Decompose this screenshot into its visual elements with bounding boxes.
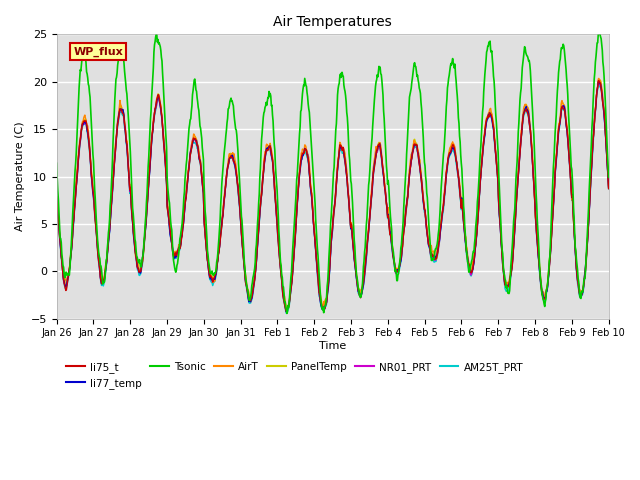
Line: li75_t: li75_t <box>57 81 609 312</box>
Tsonic <box>283 311 291 316</box>
AM25T_PRT <box>282 311 290 316</box>
li75_t <box>605 186 612 192</box>
Legend: li75_t, li77_temp, Tsonic, AirT, PanelTemp, NR01_PRT, AM25T_PRT: li75_t, li77_temp, Tsonic, AirT, PanelTe… <box>62 358 527 393</box>
PanelTemp <box>605 185 612 191</box>
Tsonic <box>53 160 61 166</box>
NR01_PRT <box>79 122 87 128</box>
li77_temp <box>586 190 594 196</box>
Tsonic <box>587 154 595 160</box>
NR01_PRT <box>595 79 602 85</box>
PanelTemp <box>282 307 290 312</box>
li75_t <box>53 194 61 200</box>
AirT <box>578 289 586 295</box>
li75_t <box>79 120 87 126</box>
Line: AirT: AirT <box>57 78 609 310</box>
PanelTemp <box>79 121 87 127</box>
Tsonic <box>579 288 586 294</box>
Line: NR01_PRT: NR01_PRT <box>57 82 609 311</box>
li77_temp <box>578 292 586 298</box>
PanelTemp <box>596 78 604 84</box>
li77_temp <box>605 185 612 191</box>
li75_t <box>156 95 163 100</box>
AirT <box>586 187 594 193</box>
Text: WP_flux: WP_flux <box>73 46 123 57</box>
NR01_PRT <box>379 164 387 169</box>
li77_temp <box>379 163 387 169</box>
AirT <box>79 118 87 124</box>
AirT <box>595 75 603 81</box>
PanelTemp <box>379 161 387 167</box>
AirT <box>156 94 163 100</box>
PanelTemp <box>578 290 586 296</box>
Tsonic <box>156 42 163 48</box>
AirT <box>605 184 612 190</box>
li75_t <box>586 189 594 194</box>
Title: Air Temperatures: Air Temperatures <box>273 15 392 29</box>
Tsonic <box>282 306 290 312</box>
Tsonic <box>152 32 160 37</box>
Tsonic <box>605 174 612 180</box>
NR01_PRT <box>282 308 290 314</box>
li75_t <box>595 78 603 84</box>
NR01_PRT <box>53 195 61 201</box>
li77_temp <box>156 96 163 102</box>
PanelTemp <box>282 303 289 309</box>
li77_temp <box>282 307 289 312</box>
li75_t <box>282 309 290 314</box>
AM25T_PRT <box>586 192 594 197</box>
Line: Tsonic: Tsonic <box>57 35 609 313</box>
NR01_PRT <box>586 190 594 196</box>
NR01_PRT <box>282 306 289 312</box>
AM25T_PRT <box>53 197 61 203</box>
li77_temp <box>595 79 603 85</box>
Line: li77_temp: li77_temp <box>57 82 609 312</box>
Line: PanelTemp: PanelTemp <box>57 81 609 310</box>
Tsonic <box>379 92 387 98</box>
li77_temp <box>53 195 61 201</box>
Tsonic <box>79 45 87 50</box>
AM25T_PRT <box>282 309 289 314</box>
AirT <box>284 307 291 312</box>
PanelTemp <box>53 194 61 200</box>
AM25T_PRT <box>578 293 586 299</box>
AirT <box>379 163 387 169</box>
AM25T_PRT <box>79 122 87 128</box>
li75_t <box>578 292 586 298</box>
AM25T_PRT <box>156 96 163 102</box>
li75_t <box>379 161 387 167</box>
Y-axis label: Air Temperature (C): Air Temperature (C) <box>15 122 25 231</box>
NR01_PRT <box>156 96 163 101</box>
AM25T_PRT <box>379 165 387 171</box>
AM25T_PRT <box>595 82 603 88</box>
li77_temp <box>282 309 290 315</box>
AirT <box>282 302 289 308</box>
li75_t <box>282 307 289 312</box>
AM25T_PRT <box>605 186 612 192</box>
AirT <box>53 198 61 204</box>
NR01_PRT <box>605 185 612 191</box>
li77_temp <box>79 121 87 127</box>
X-axis label: Time: Time <box>319 341 346 351</box>
PanelTemp <box>156 94 163 99</box>
NR01_PRT <box>578 292 586 298</box>
Line: AM25T_PRT: AM25T_PRT <box>57 85 609 313</box>
PanelTemp <box>586 187 594 192</box>
